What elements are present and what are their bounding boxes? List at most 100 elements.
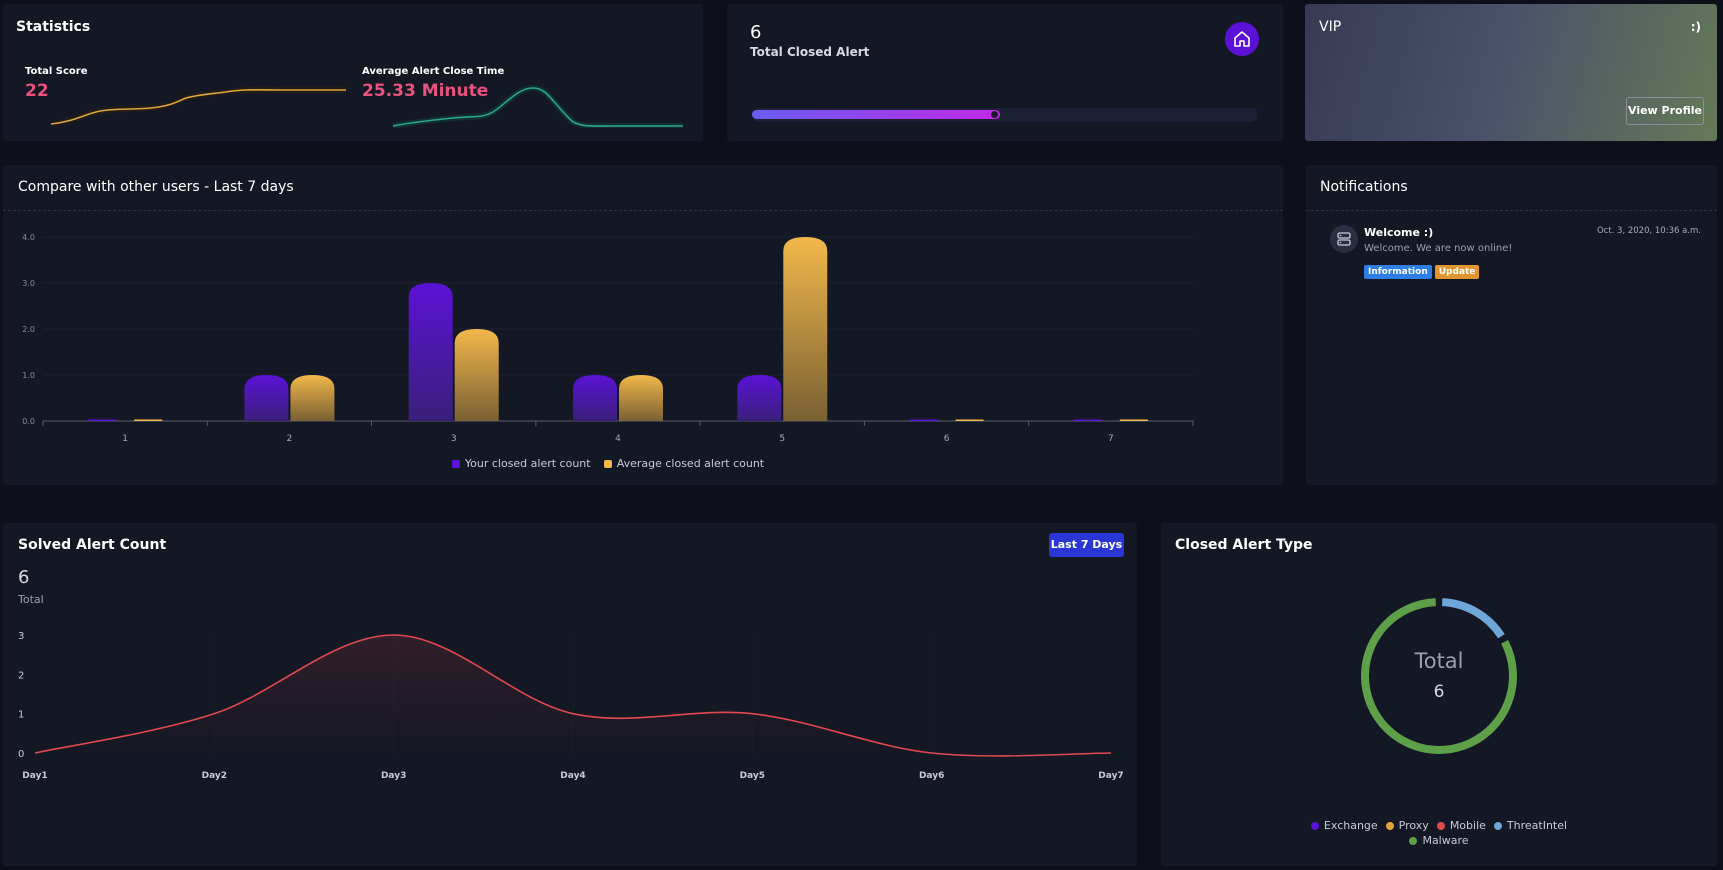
compare-bar-chart: 0.0 1.0 2.0 3.0 4.0 1 2 3 4 5 6 7 — [22, 233, 1194, 444]
y-tick-label: 0 — [18, 749, 24, 760]
y-tick-label: 2.0 — [22, 325, 35, 334]
avg-close-value: 25.33 Minute — [362, 81, 489, 101]
x-tick-label: 7 — [1108, 434, 1114, 444]
alert-type-title: Closed Alert Type — [1175, 537, 1313, 553]
alert-type-card: Closed Alert Type Total 6 Exchange Proxy M… — [1161, 523, 1717, 866]
bar-your-count — [244, 375, 289, 421]
solved-total-value: 6 — [18, 567, 30, 588]
x-tick-label: Day7 — [1098, 771, 1123, 781]
notification-title: Welcome :) — [1364, 226, 1434, 239]
solved-area-chart: 0 1 2 3 Day1 Day2 Day3 Day4 Day5 Day6 Day7 — [18, 631, 1124, 781]
slice-threatintel — [1441, 598, 1505, 639]
statistics-title: Statistics — [16, 19, 91, 35]
y-tick-label: 1.0 — [22, 371, 35, 380]
legend-label: Proxy — [1398, 819, 1429, 832]
compare-title: Compare with other users - Last 7 days — [18, 179, 294, 195]
badge-update: Update — [1434, 265, 1480, 279]
x-tick-label: Day3 — [381, 771, 406, 781]
legend-proxy[interactable]: Proxy — [1385, 819, 1429, 832]
bar-average-count — [783, 237, 828, 421]
closed-alert-label: Total Closed Alert — [750, 45, 870, 59]
legend-swatch — [1310, 822, 1319, 830]
server-icon — [1330, 225, 1358, 253]
statistics-card: Statistics Total Score 22 Average Alert … — [3, 4, 703, 141]
legend-label: ThreatIntel — [1506, 819, 1568, 832]
bar-your-count — [737, 375, 782, 421]
bar-average-count — [454, 329, 499, 421]
bar-your-count — [88, 419, 117, 421]
closed-alert-card: 6 Total Closed Alert — [727, 4, 1283, 141]
legend-label: Malware — [1422, 834, 1469, 847]
bar-average-count — [619, 375, 663, 421]
donut-center-value: 6 — [1433, 682, 1445, 702]
legend-swatch — [1385, 822, 1394, 830]
x-tick-label: 4 — [615, 434, 621, 444]
view-profile-button[interactable]: View Profile — [1626, 97, 1704, 125]
x-tick-label: Day1 — [22, 771, 47, 781]
last-7-days-button[interactable]: Last 7 Days — [1049, 533, 1124, 557]
y-tick-label: 1 — [18, 710, 24, 721]
bar-average-count — [290, 375, 335, 421]
legend-swatch — [1493, 822, 1502, 830]
legend-swatch — [1436, 822, 1445, 830]
notifications-card: Notifications Welcome :) Oct. 3, 2020, 1… — [1306, 165, 1717, 485]
vip-title: VIP — [1319, 19, 1342, 35]
y-tick-label: 3 — [18, 631, 24, 642]
closed-alert-progress-knob — [990, 111, 998, 118]
legend-average-label: Average closed alert count — [616, 457, 765, 470]
x-tick-label: Day2 — [202, 771, 227, 781]
total-score-value: 22 — [25, 81, 49, 101]
legend-malware[interactable]: Malware — [1409, 834, 1469, 847]
notification-badges: Information Update — [1364, 259, 1482, 279]
solved-title: Solved Alert Count — [18, 537, 167, 553]
vip-smiley: :) — [1690, 20, 1701, 34]
bar-your-count — [909, 419, 938, 421]
y-tick-label: 2 — [18, 670, 24, 681]
alert-type-donut — [1361, 598, 1517, 754]
total-score-sparkline — [51, 86, 346, 126]
legend-mobile[interactable]: Mobile — [1436, 819, 1486, 832]
legend-your-label: Your closed alert count — [464, 457, 591, 470]
badge-information: Information — [1364, 265, 1432, 279]
closed-alert-progress-track — [752, 108, 1258, 122]
avg-close-sparkline — [393, 84, 683, 128]
area-fill — [35, 635, 1111, 756]
bar-your-count — [1073, 419, 1102, 421]
legend-average-count: Average closed alert count — [603, 457, 765, 470]
compare-divider — [3, 210, 1283, 211]
compare-card: Compare with other users - Last 7 days 0… — [3, 165, 1283, 485]
closed-alert-count: 6 — [750, 22, 762, 43]
legend-your-count: Your closed alert count — [451, 457, 591, 470]
solved-total-label: Total — [18, 593, 44, 606]
alert-type-legend: Exchange Proxy Mobile ThreatIntel Malware — [1289, 817, 1589, 847]
x-tick-label: Day4 — [560, 771, 585, 781]
avg-close-label: Average Alert Close Time — [362, 66, 505, 77]
total-score-label: Total Score — [25, 66, 88, 77]
legend-swatch — [1409, 837, 1418, 845]
y-tick-label: 4.0 — [22, 233, 35, 242]
vip-card: VIP :) View Profile — [1305, 4, 1717, 141]
solved-alert-card: Solved Alert Count Last 7 Days 6 Total 0… — [3, 523, 1137, 866]
bar-average-count — [134, 419, 163, 421]
legend-average-swatch — [603, 460, 612, 468]
x-tick-label: Day5 — [740, 771, 765, 781]
notifications-divider — [1306, 210, 1717, 211]
notifications-title: Notifications — [1320, 179, 1408, 195]
legend-threatintel[interactable]: ThreatIntel — [1493, 819, 1568, 832]
bar-your-count — [408, 283, 453, 421]
x-tick-label: 1 — [122, 434, 128, 444]
legend-your-swatch — [451, 460, 460, 468]
y-tick-label: 3.0 — [22, 279, 35, 288]
donut-center-label: Total — [1414, 649, 1464, 673]
bar-average-count — [1119, 419, 1148, 421]
slice-malware — [1361, 598, 1517, 754]
x-tick-label: Day6 — [919, 771, 944, 781]
y-tick-label: 0.0 — [22, 417, 35, 426]
series-line — [34, 634, 1112, 757]
x-tick-label: 3 — [451, 434, 457, 444]
x-tick-label: 6 — [944, 434, 950, 444]
x-tick-label: 2 — [287, 434, 293, 444]
bar-your-count — [573, 375, 617, 421]
notification-item[interactable]: Welcome :) Oct. 3, 2020, 10:36 a.m. Welc… — [1306, 223, 1717, 283]
legend-exchange[interactable]: Exchange — [1310, 819, 1378, 832]
